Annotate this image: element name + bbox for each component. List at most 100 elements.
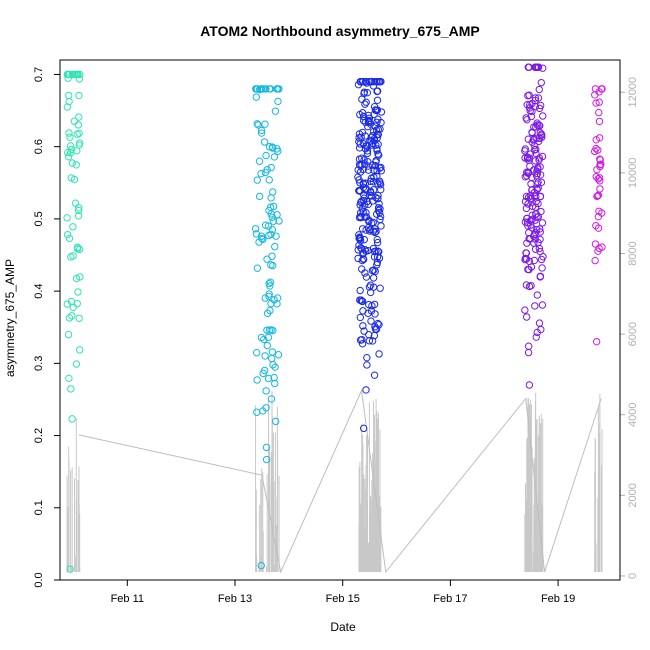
data-point-group-3 xyxy=(537,325,545,334)
data-point-group-2 xyxy=(373,235,381,244)
data-point-group-1 xyxy=(257,129,266,137)
data-point-group-2 xyxy=(371,225,379,233)
data-point-group-0 xyxy=(65,314,74,322)
data-point-group-3 xyxy=(527,281,535,290)
data-point-group-2 xyxy=(364,162,372,170)
plot-frame xyxy=(59,59,621,581)
data-point-group-3 xyxy=(534,184,542,192)
data-point-group-2 xyxy=(370,110,378,119)
data-point-group-1 xyxy=(258,234,266,243)
data-point-group-2 xyxy=(358,340,367,348)
data-point-group-3 xyxy=(533,185,541,194)
data-point-group-1 xyxy=(253,376,261,384)
data-point-group-2 xyxy=(365,300,373,309)
data-point-group-0 xyxy=(63,214,71,222)
data-point-group-2 xyxy=(359,322,367,330)
data-point-group-2 xyxy=(363,149,372,158)
data-point-group-2 xyxy=(363,361,371,369)
data-point-group-3 xyxy=(525,342,533,350)
data-point-group-0 xyxy=(67,174,75,182)
data-point-group-2 xyxy=(376,205,384,213)
data-point-group-2 xyxy=(366,288,375,297)
data-point-group-1 xyxy=(265,290,273,298)
data-point-group-1 xyxy=(253,176,261,184)
data-point-group-0 xyxy=(74,206,83,215)
data-point-group-2 xyxy=(356,313,365,322)
axes: Feb 11 Feb 13 Feb 15 Feb 17 Feb 19 0.0 0.1 0.2 0… xyxy=(33,67,639,605)
data-point-group-1 xyxy=(266,282,274,290)
data-point-group-1 xyxy=(265,85,274,93)
data-point-group-1 xyxy=(262,85,270,93)
data-point-group-3 xyxy=(533,291,542,299)
data-point-group-1 xyxy=(268,213,276,221)
data-point-group-1 xyxy=(252,349,261,357)
data-point-group-3 xyxy=(538,219,547,227)
data-point-group-4 xyxy=(593,192,601,201)
data-point-group-2 xyxy=(375,321,383,329)
data-point-group-2 xyxy=(374,150,382,158)
data-point-group-3 xyxy=(523,239,531,247)
data-point-group-3 xyxy=(536,129,544,137)
data-point-group-3 xyxy=(537,178,546,187)
data-point-group-2 xyxy=(366,225,374,234)
data-point-group-2 xyxy=(356,168,365,176)
data-point-group-3 xyxy=(535,85,543,94)
data-point-group-2 xyxy=(377,167,385,175)
data-point-group-1 xyxy=(257,333,266,342)
data-point-group-3 xyxy=(538,301,547,309)
data-point-group-2 xyxy=(372,126,381,134)
data-point-group-2 xyxy=(377,185,385,194)
data-point-group-2 xyxy=(364,158,372,166)
data-point-group-2 xyxy=(362,226,370,234)
data-point-group-2 xyxy=(373,261,381,269)
altitude-trace xyxy=(78,388,602,574)
data-point-group-3 xyxy=(532,192,540,201)
data-point-group-3 xyxy=(539,112,547,120)
data-point-group-2 xyxy=(377,163,385,172)
data-point-group-2 xyxy=(373,87,381,96)
data-point-group-3 xyxy=(526,107,534,115)
data-point-group-2 xyxy=(367,317,375,325)
data-point-group-2 xyxy=(371,323,379,331)
x-tick-label: Feb 15 xyxy=(326,593,360,605)
data-point-group-1 xyxy=(267,230,275,239)
data-point-group-0 xyxy=(64,74,72,82)
data-point-group-1 xyxy=(267,163,275,172)
data-point-group-2 xyxy=(363,88,372,97)
data-point-group-2 xyxy=(368,77,376,86)
data-point-group-3 xyxy=(521,147,529,155)
data-point-group-0 xyxy=(76,273,84,281)
data-point-group-1 xyxy=(271,242,279,251)
data-point-group-1 xyxy=(257,85,265,93)
x-tick-label: Feb 11 xyxy=(111,593,144,605)
data-point-group-2 xyxy=(374,115,382,123)
data-point-group-4 xyxy=(595,134,604,142)
data-point-group-3 xyxy=(527,221,535,229)
data-point-group-3 xyxy=(532,333,540,341)
y-tick-label: 0.2 xyxy=(33,428,45,443)
data-point-group-0 xyxy=(68,159,77,167)
data-point-group-0 xyxy=(74,121,83,129)
data-point-group-3 xyxy=(525,265,533,274)
data-point-group-3 xyxy=(528,186,536,194)
data-point-group-2 xyxy=(357,197,366,205)
data-point-group-1 xyxy=(265,206,273,215)
scatter-points xyxy=(63,63,606,573)
data-point-group-2 xyxy=(372,210,381,218)
data-point-group-1 xyxy=(251,225,260,233)
data-point-group-1 xyxy=(252,93,260,101)
y-tick-label: 0.1 xyxy=(33,500,45,515)
data-point-group-1 xyxy=(262,151,270,160)
data-point-group-2 xyxy=(357,296,365,304)
data-point-group-3 xyxy=(521,306,529,314)
data-point-group-2 xyxy=(371,122,379,130)
data-point-group-3 xyxy=(533,63,541,71)
data-point-group-1 xyxy=(261,352,269,360)
data-point-group-2 xyxy=(370,266,378,274)
data-point-group-3 xyxy=(537,130,546,138)
y-tick-label: 0.3 xyxy=(33,356,45,371)
data-point-group-0 xyxy=(75,346,84,354)
data-point-group-4 xyxy=(592,172,600,181)
data-point-group-2 xyxy=(375,177,384,185)
data-point-group-2 xyxy=(356,336,365,344)
